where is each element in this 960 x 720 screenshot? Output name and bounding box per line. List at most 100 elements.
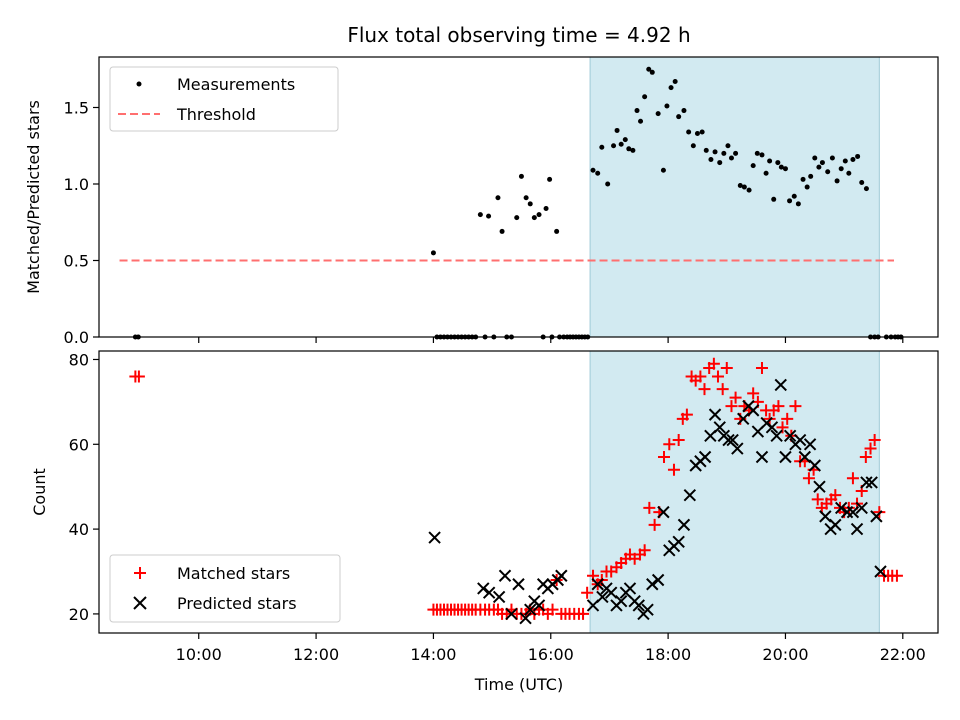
measurement-point [741,184,747,190]
predicted-stars-point [779,450,792,464]
predicted-stars-point [855,501,868,515]
measurement-point [523,195,529,201]
matched-stars-point [132,370,145,383]
predicted-stars-point [755,450,769,464]
bottom-panel-x-ticks: 10:00 12:00 14:00 16:00 18:00 20:00 22:00 [176,633,926,664]
measurement-point [863,186,869,192]
predicted-stars-point [532,599,546,612]
matched-stars-point [638,544,651,557]
measurement-point [829,155,835,161]
predicted-stars-point [623,582,637,595]
predicted-stars-point [596,590,609,604]
matched-stars-point [868,434,881,447]
predicted-stars-point [555,569,568,582]
predicted-stars-point [512,578,525,591]
predicted-stars-point [770,429,783,443]
measurement-point [622,137,628,143]
matched-stars-point [546,603,559,616]
measurement-point [672,78,678,84]
bottom-legend: Matched stars Predicted stars [109,554,341,623]
bottom-panel-marks [129,357,903,625]
matched-stars-point [658,451,671,464]
bottom-panel-y-ticks: 20 40 60 80 [69,350,99,624]
predicted-stars-point [498,569,512,582]
matched-stars-point [781,412,794,425]
predicted-stars-point [793,433,807,447]
bottom-y-axis-label: Count [30,468,49,516]
x-tick-label: 12:00 [293,645,339,664]
predicted-stars-point [477,582,490,595]
predicted-stars-point [846,505,860,519]
measurement-point [477,212,483,218]
predicted-stars-point [672,535,685,549]
predicted-stars-point [708,408,722,421]
matched-stars-point [859,451,872,464]
measurement-point [681,108,687,114]
measurement-point [543,205,549,211]
measurement-point [850,157,856,163]
measurement-point [775,160,781,166]
measurement-point [668,85,674,91]
predicted-stars-point [819,510,832,523]
measurement-point [787,198,793,204]
measurement-point [554,228,560,234]
measurement-point [699,129,705,135]
matched-stars-point [729,391,742,404]
legend-predicted-label: Predicted stars [177,594,297,613]
predicted-stars-point [632,599,645,612]
measurement-point [690,143,696,149]
measurement-point [655,111,661,117]
predicted-stars-point [798,450,812,464]
measurement-point [838,166,844,172]
x-tick-label: 22:00 [880,645,926,664]
predicted-stars-point [860,476,873,489]
measurement-point [859,179,865,185]
measurement-point [771,196,777,202]
legend-matched-label: Matched stars [177,564,290,583]
legend-matched-marker [134,567,146,579]
matched-stars-point [829,489,842,502]
measurement-point [717,160,723,166]
predicted-stars-point [698,450,712,464]
legend-predicted-marker [133,596,147,610]
measurement-point [759,152,765,158]
x-axis-label: Time (UTC) [474,675,563,694]
predicted-stars-point [641,603,654,616]
measurement-point [795,201,801,207]
predicted-stars-point [783,429,797,443]
measurement-point [855,153,861,159]
matched-stars-point [890,569,903,582]
measurement-point [816,164,822,170]
measurement-point [642,94,648,100]
measurement-point [611,143,617,149]
measurement-point [514,215,520,221]
measurement-point [518,173,524,179]
measurement-point [763,170,769,176]
matched-stars-point [772,400,785,413]
bottom-panel-frame [98,350,939,634]
measurement-point [638,118,644,124]
x-tick-label: 10:00 [176,645,222,664]
y-tick-label: 0.0 [64,328,89,347]
measurement-point [531,215,537,221]
y-tick-label: 1.0 [64,175,89,194]
measurement-point [614,127,620,133]
predicted-stars-point [677,518,691,532]
matched-stars-point [663,438,676,451]
measurement-point [590,167,596,173]
measurement-point [754,150,760,156]
predicted-stars-point [850,522,864,536]
predicted-stars-point [519,611,532,625]
measurement-point [660,167,666,173]
matched-stars-point [581,586,594,599]
predicted-stars-point [524,603,537,616]
predicted-stars-point [829,518,842,532]
measurement-point [646,66,652,72]
measurement-point [778,164,784,170]
matched-stars-point [755,361,768,374]
predicted-stars-point [813,480,826,493]
measurement-point [712,149,718,155]
y-tick-label: 40 [69,520,89,539]
matched-stars-point [648,518,661,531]
